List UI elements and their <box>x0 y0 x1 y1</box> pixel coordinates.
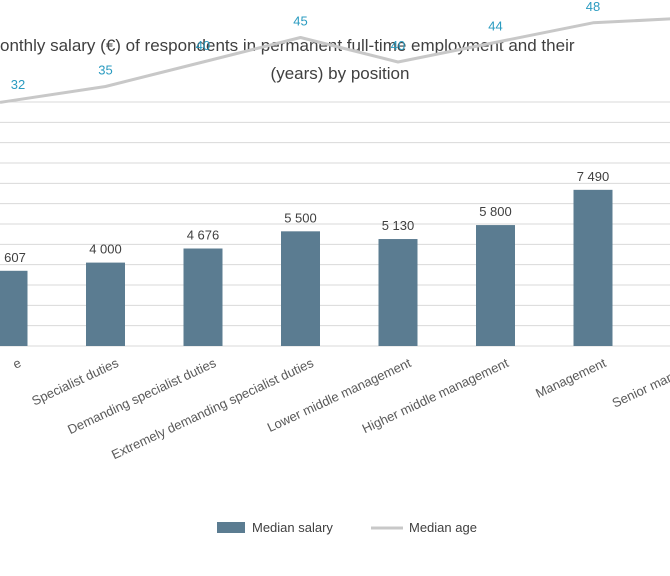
line-data-label: 44 <box>488 18 502 33</box>
bar <box>183 248 223 346</box>
bar-data-label: 5 500 <box>284 210 317 225</box>
bar-data-label: 5 800 <box>479 204 512 219</box>
legend-item-salary: Median salary <box>252 520 333 535</box>
chart-title-line2: (years) by position <box>271 64 410 83</box>
chart-title: onthly salary (€) of respondents in perm… <box>0 36 575 55</box>
line-data-label: 35 <box>98 63 112 78</box>
bar-series: 607 4 000 4 676 5 500 5 130 5 800 7 490 <box>0 169 613 346</box>
bar-data-label: 7 490 <box>577 169 610 184</box>
bar-data-label: 5 130 <box>382 218 415 233</box>
line-data-label: 40 <box>196 38 210 53</box>
bar-data-label: 607 <box>4 250 26 265</box>
bar <box>0 270 28 346</box>
bar <box>378 239 418 346</box>
category-label: Senior managem <box>610 355 670 410</box>
line-data-label: 48 <box>586 0 600 14</box>
category-label: e <box>10 355 23 372</box>
line-series: 32 35 40 45 40 44 48 <box>0 0 670 104</box>
legend-swatch-bar <box>217 522 245 533</box>
line-data-label: 45 <box>293 14 307 29</box>
bar <box>281 231 320 346</box>
bar <box>573 189 613 346</box>
age-line <box>0 17 670 104</box>
category-label: Management <box>533 355 608 401</box>
legend-item-age: Median age <box>409 520 477 535</box>
bar <box>476 225 515 346</box>
line-data-label: 40 <box>391 38 405 53</box>
line-data-label: 32 <box>11 77 25 92</box>
legend: Median salary Median age <box>217 520 477 535</box>
category-label: Specialist duties <box>29 355 121 409</box>
bar <box>86 262 125 346</box>
bar-data-label: 4 000 <box>89 242 122 257</box>
bar-data-label: 4 676 <box>187 228 220 243</box>
